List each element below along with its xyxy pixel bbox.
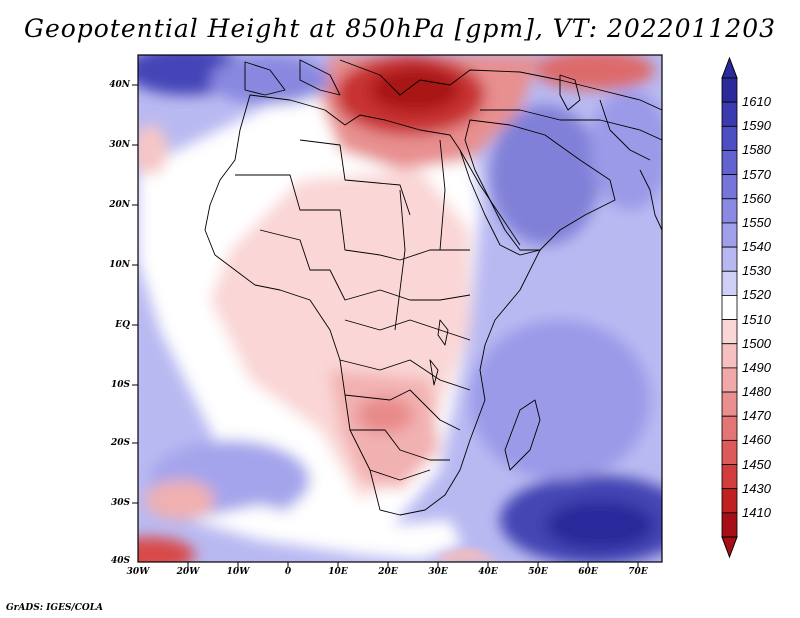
colorbar-segment xyxy=(721,391,738,417)
lon-label-20e: 20E xyxy=(378,567,398,577)
colorbar-segment xyxy=(721,222,738,248)
lon-label-30e: 30E xyxy=(428,567,448,577)
colorbar-segment xyxy=(721,488,738,514)
colorbar-label: 1570 xyxy=(742,166,771,182)
colorbar-label: 1580 xyxy=(742,142,771,158)
map-title: Geopotential Height at 850hPa [gpm], VT:… xyxy=(23,14,777,43)
colorbar-segment xyxy=(721,295,738,320)
colorbar-label: 1450 xyxy=(742,456,771,472)
colorbar-segment xyxy=(721,343,738,369)
lat-label-40n: 40N xyxy=(109,80,130,90)
colorbar-label: 1460 xyxy=(742,432,771,448)
footer-credit: GrADS: IGES/COLA xyxy=(6,603,104,613)
lat-label-eq: EQ xyxy=(115,320,130,330)
lon-label-20w: 20W xyxy=(176,567,200,577)
colorbar-label: 1530 xyxy=(742,263,771,279)
colorbar-label: 1430 xyxy=(742,480,771,496)
lat-label-30n: 30N xyxy=(109,140,130,150)
lat-label-20s: 20S xyxy=(110,438,130,448)
lon-label-50e: 50E xyxy=(528,567,548,577)
coastlines xyxy=(204,59,662,516)
colorbar-label: 1410 xyxy=(742,504,771,520)
colorbar-segment xyxy=(721,270,738,296)
lat-label-40s: 40S xyxy=(110,556,130,566)
colorbar-label: 1590 xyxy=(742,118,771,134)
colorbar-label: 1560 xyxy=(742,190,771,206)
lat-ticks xyxy=(132,84,138,504)
lat-label-20n: 20N xyxy=(109,200,130,210)
colorbar-label: 1510 xyxy=(742,311,771,327)
colorbar-segment xyxy=(721,198,738,224)
colorbar-label: 1520 xyxy=(742,287,771,303)
colorbar-segment xyxy=(721,367,738,393)
height-field xyxy=(138,55,662,562)
colorbar xyxy=(721,56,738,559)
colorbar-segment xyxy=(721,415,738,441)
lon-label-40e: 40E xyxy=(478,567,498,577)
colorbar-bottom-arrow xyxy=(721,536,738,559)
colorbar-label: 1550 xyxy=(742,214,771,230)
map-frame xyxy=(137,54,663,563)
colorbar-segment xyxy=(721,77,738,103)
lat-label-30s: 30S xyxy=(110,498,130,508)
colorbar-label: 1500 xyxy=(742,335,771,351)
colorbar-segment xyxy=(721,319,738,345)
colorbar-label: 1470 xyxy=(742,408,771,424)
lat-label-10s: 10S xyxy=(110,380,130,390)
colorbar-top-arrow xyxy=(721,56,738,79)
colorbar-label: 1490 xyxy=(742,359,771,375)
lon-label-10w: 10W xyxy=(226,567,250,577)
lon-ticks xyxy=(187,562,639,568)
lat-label-10n: 10N xyxy=(109,260,130,270)
colorbar-segment xyxy=(721,512,738,538)
colorbar-segment xyxy=(721,439,738,465)
colorbar-segment xyxy=(721,101,738,127)
colorbar-segment xyxy=(721,150,738,176)
lon-label-70e: 70E xyxy=(628,567,648,577)
colorbar-segment xyxy=(721,246,738,272)
colorbar-segment xyxy=(721,464,738,490)
colorbar-label: 1540 xyxy=(742,239,771,255)
lon-label-0: 0 xyxy=(284,567,292,577)
colorbar-label: 1480 xyxy=(742,384,771,400)
lon-label-60e: 60E xyxy=(578,567,598,577)
colorbar-segment xyxy=(721,174,738,200)
lon-label-10e: 10E xyxy=(328,567,348,577)
colorbar-segment xyxy=(721,125,738,151)
colorbar-label: 1610 xyxy=(742,94,771,110)
lon-label-30w: 30W xyxy=(126,567,150,577)
